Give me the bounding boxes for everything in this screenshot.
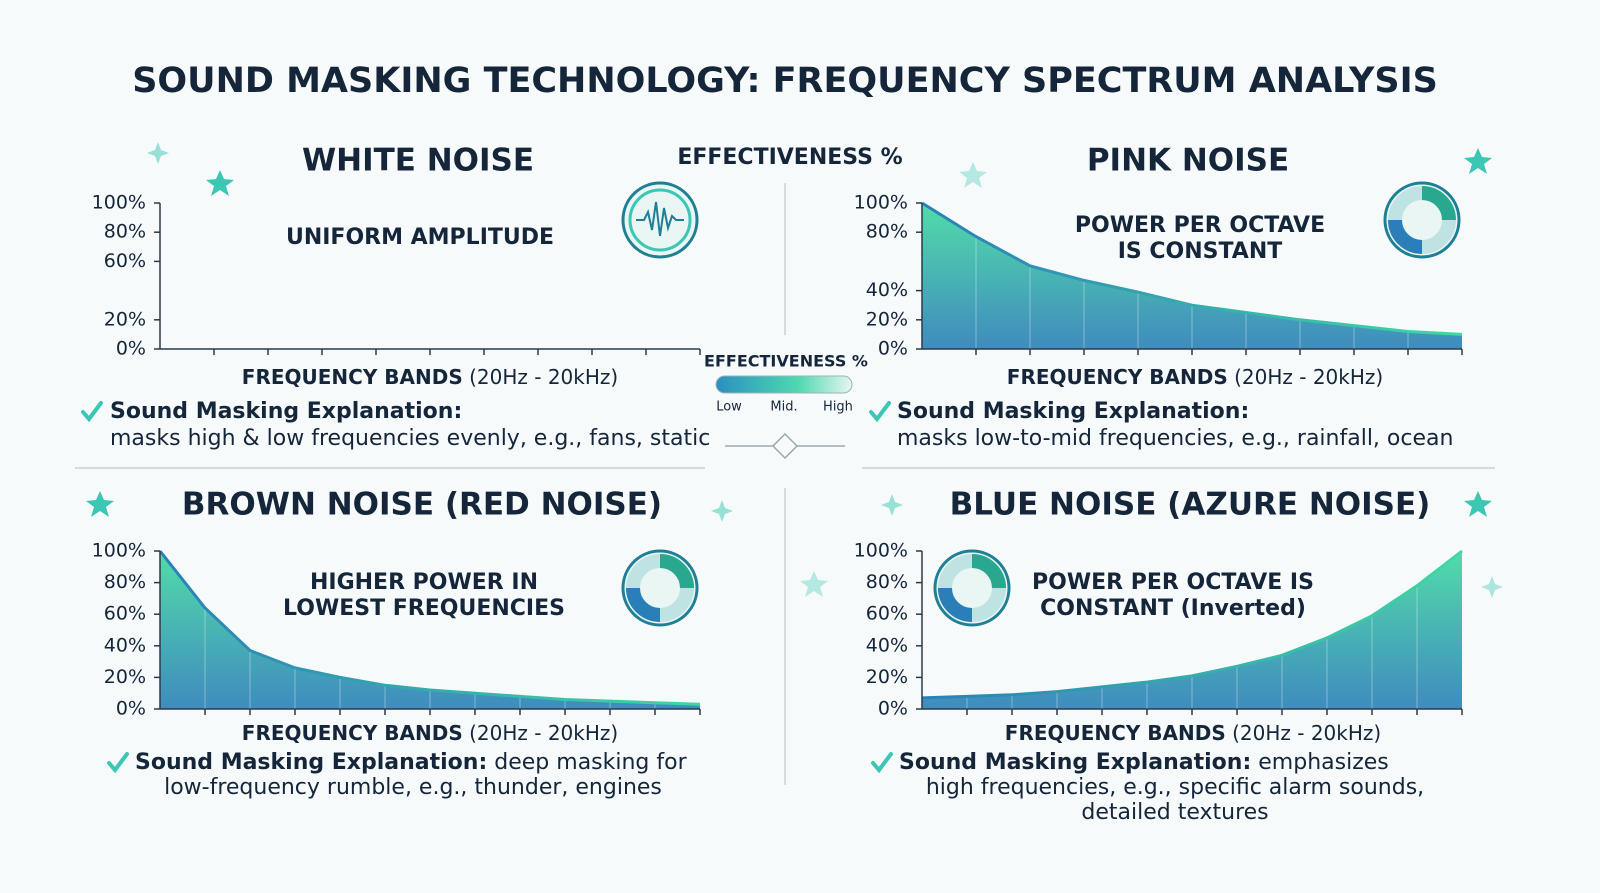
- explanation-text: deep masking for: [494, 750, 687, 775]
- line: [921, 549, 1463, 700]
- x-axis-label-unit: (20Hz - 20kHz): [469, 365, 618, 389]
- y-tick-label: 40%: [104, 634, 146, 656]
- chart-title: PINK NOISE: [1087, 143, 1289, 179]
- icon-donut-segment: [938, 587, 973, 622]
- legend-title: EFFECTIVENESS %: [704, 352, 868, 371]
- y-tick-label: 20%: [104, 308, 146, 330]
- explanation-text: emphasizes: [1258, 750, 1388, 775]
- explanation-line: Sound Masking Explanation: emphasizes: [899, 750, 1389, 775]
- y-tick-label: 100%: [854, 192, 908, 214]
- y-tick-label: 100%: [92, 192, 146, 214]
- explanation-line: Sound Masking Explanation: deep masking …: [135, 750, 688, 775]
- y-tick-label: 0%: [116, 698, 146, 720]
- annotation: POWER PER OCTAVE IS: [1032, 570, 1314, 595]
- annotation: HIGHER POWER IN: [310, 570, 538, 595]
- y-tick-label: 0%: [878, 698, 908, 720]
- explanation-text: masks high & low frequencies evenly, e.g…: [110, 426, 710, 451]
- y-tick-label: 60%: [866, 603, 908, 625]
- explanation-label: Sound Masking Explanation:: [897, 399, 1249, 424]
- annotation: CONSTANT (Inverted): [1040, 596, 1306, 621]
- explanation-label: Sound Masking Explanation:: [899, 750, 1251, 775]
- y-tick-label: 40%: [866, 634, 908, 656]
- y-tick-label: 0%: [116, 338, 146, 360]
- explanation-space: [1251, 750, 1258, 775]
- y-tick-label: 60%: [104, 250, 146, 272]
- icon-donut-segment: [659, 554, 694, 589]
- legend-label: High: [823, 400, 853, 415]
- y-tick-label: 80%: [104, 571, 146, 593]
- line: [158, 550, 701, 706]
- page-title: SOUND MASKING TECHNOLOGY: FREQUENCY SPEC…: [132, 61, 1438, 101]
- x-axis-label: FREQUENCY BANDS (20Hz - 20kHz): [242, 721, 618, 745]
- legend-gradient: [715, 375, 853, 394]
- explanation-text: low-frequency rumble, e.g., thunder, eng…: [164, 775, 662, 800]
- x-axis-label-unit: (20Hz - 20kHz): [1234, 365, 1383, 389]
- x-axis-label: FREQUENCY BANDS (20Hz - 20kHz): [242, 365, 618, 389]
- annotation: UNIFORM AMPLITUDE: [286, 225, 554, 250]
- decoration-stars: [86, 142, 1503, 598]
- y-tick-label: 80%: [866, 221, 908, 243]
- annotation: LOWEST FREQUENCIES: [283, 596, 565, 621]
- area: [922, 551, 1462, 709]
- check-icon: [871, 752, 893, 774]
- explanation-label: Sound Masking Explanation:: [110, 399, 462, 424]
- annotation: IS CONSTANT: [1118, 239, 1283, 264]
- y-tick-label: 20%: [104, 666, 146, 688]
- x-axis-label-unit: (20Hz - 20kHz): [469, 721, 618, 745]
- icon-donut-segment: [971, 554, 1006, 589]
- chart-title: BLUE NOISE (AZURE NOISE): [950, 487, 1431, 523]
- center-heading: EFFECTIVENESS %: [677, 145, 902, 170]
- icon-ring: [628, 188, 692, 252]
- x-axis-label: FREQUENCY BANDS (20Hz - 20kHz): [1007, 365, 1383, 389]
- explanation-label: Sound Masking Explanation:: [135, 750, 487, 775]
- x-axis-label-name: FREQUENCY BANDS: [1007, 365, 1228, 389]
- x-axis-label-unit: (20Hz - 20kHz): [1232, 721, 1381, 745]
- x-axis-label-name: FREQUENCY BANDS: [242, 365, 463, 389]
- y-tick-label: 20%: [866, 666, 908, 688]
- explanation-space: [487, 750, 494, 775]
- check-icon: [869, 401, 891, 423]
- chart-title: BROWN NOISE (RED NOISE): [182, 487, 662, 523]
- explanation-text: detailed textures: [1081, 800, 1268, 825]
- x-axis-label-name: FREQUENCY BANDS: [242, 721, 463, 745]
- icon-donut-segment: [1388, 219, 1423, 254]
- check-icon: [107, 752, 129, 774]
- annotation: POWER PER OCTAVE: [1075, 213, 1325, 238]
- y-tick-label: 100%: [92, 540, 146, 562]
- y-tick-label: 40%: [866, 279, 908, 301]
- x-axis-label-name: FREQUENCY BANDS: [1005, 721, 1226, 745]
- divider-ornament: [725, 432, 845, 460]
- x-axis-label: FREQUENCY BANDS (20Hz - 20kHz): [1005, 721, 1381, 745]
- y-tick-label: 80%: [104, 221, 146, 243]
- y-tick-label: 20%: [866, 308, 908, 330]
- icon-wave: [636, 201, 684, 237]
- area: [922, 203, 1462, 349]
- area: [160, 551, 700, 709]
- icon-donut-segment: [626, 587, 661, 622]
- y-tick-label: 0%: [878, 338, 908, 360]
- legend-label: Mid.: [770, 400, 797, 415]
- explanation-text: high frequencies, e.g., specific alarm s…: [926, 775, 1424, 800]
- icon-ring: [621, 181, 699, 259]
- line: [921, 201, 1463, 336]
- legend-label: Low: [716, 400, 742, 415]
- y-tick-label: 100%: [854, 540, 908, 562]
- check-icon: [81, 401, 103, 423]
- y-tick-label: 80%: [866, 571, 908, 593]
- y-tick-label: 60%: [104, 603, 146, 625]
- chart-title: WHITE NOISE: [302, 143, 534, 179]
- icon-donut-segment: [1421, 186, 1456, 221]
- explanation-text: masks low-to-mid frequencies, e.g., rain…: [897, 426, 1453, 451]
